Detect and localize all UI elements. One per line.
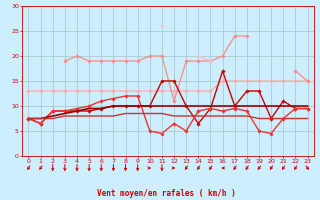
Text: Vent moyen/en rafales ( km/h ): Vent moyen/en rafales ( km/h )	[97, 189, 236, 198]
